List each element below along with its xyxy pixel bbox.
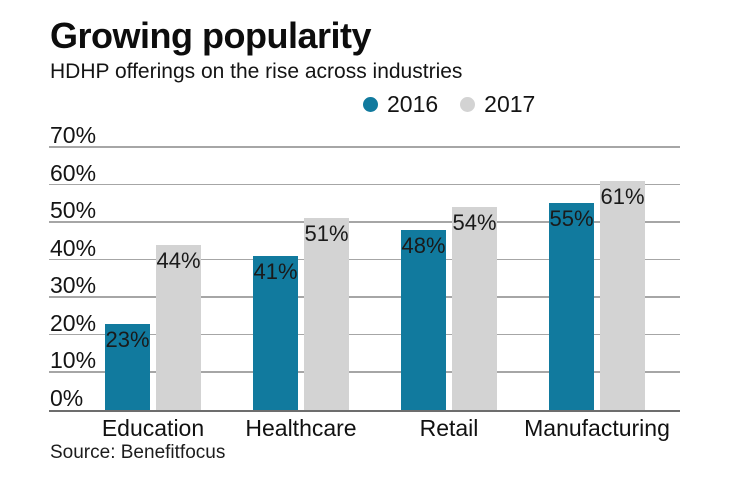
gridline-40 — [49, 258, 680, 261]
x-label-education: Education — [101, 415, 205, 441]
bar-2017-education: 44% — [156, 244, 201, 410]
y-tick-70: 70% — [50, 122, 97, 148]
gridline-10 — [49, 371, 680, 373]
plot-area: 23% 44% 41% 51% 48% 54% 55% 61% — [49, 146, 680, 412]
x-label-healthcare: Healthcare — [245, 415, 357, 441]
x-axis-line — [49, 410, 680, 412]
y-tick-30: 30% — [50, 272, 97, 299]
bar-2016-healthcare: 41% — [253, 255, 298, 410]
y-tick-0: 0% — [50, 385, 84, 411]
gridline-20 — [49, 333, 680, 336]
gridline-70 — [49, 146, 680, 148]
legend-item-2016: 2016 — [363, 93, 438, 116]
bar-value-label: 51% — [304, 221, 349, 247]
bar-value-label: 44% — [156, 247, 201, 273]
y-tick-40: 40% — [50, 234, 97, 261]
y-tick-50: 50% — [50, 197, 97, 224]
source-note: Source: Benefitfocus — [50, 442, 226, 463]
gridline-50 — [49, 221, 680, 223]
legend-dot-2017 — [460, 97, 476, 112]
bar-2016-education: 23% — [105, 323, 150, 410]
y-tick-10: 10% — [50, 347, 97, 374]
legend-label: 2016 — [387, 91, 439, 117]
gridline-60 — [49, 183, 680, 186]
bar-value-label: 61% — [600, 183, 645, 209]
legend-item-2017: 2017 — [460, 93, 535, 116]
y-tick-60: 60% — [50, 159, 97, 186]
bar-2017-retail: 54% — [452, 207, 497, 410]
legend-dot-2016 — [363, 97, 378, 112]
legend: 2016 2017 — [363, 93, 535, 116]
gridline-30 — [49, 296, 680, 298]
chart-subtitle: HDHP offerings on the rise across indust… — [50, 60, 463, 83]
legend-label: 2017 — [484, 91, 536, 117]
bar-value-label: 41% — [253, 258, 298, 284]
bar-2017-manufacturing: 61% — [600, 180, 645, 410]
y-tick-20: 20% — [50, 309, 97, 336]
bar-2017-healthcare: 51% — [304, 218, 349, 410]
chart-title: Growing popularity — [50, 15, 372, 56]
bar-value-label: 48% — [401, 232, 446, 258]
bar-value-label: 54% — [452, 210, 497, 236]
x-label-manufacturing: Manufacturing — [524, 415, 670, 441]
bar-value-label: 23% — [105, 326, 150, 352]
bar-2016-manufacturing: 55% — [549, 203, 594, 410]
x-label-retail: Retail — [419, 415, 479, 441]
bar-2016-retail: 48% — [401, 229, 446, 410]
bar-value-label: 55% — [549, 206, 594, 232]
